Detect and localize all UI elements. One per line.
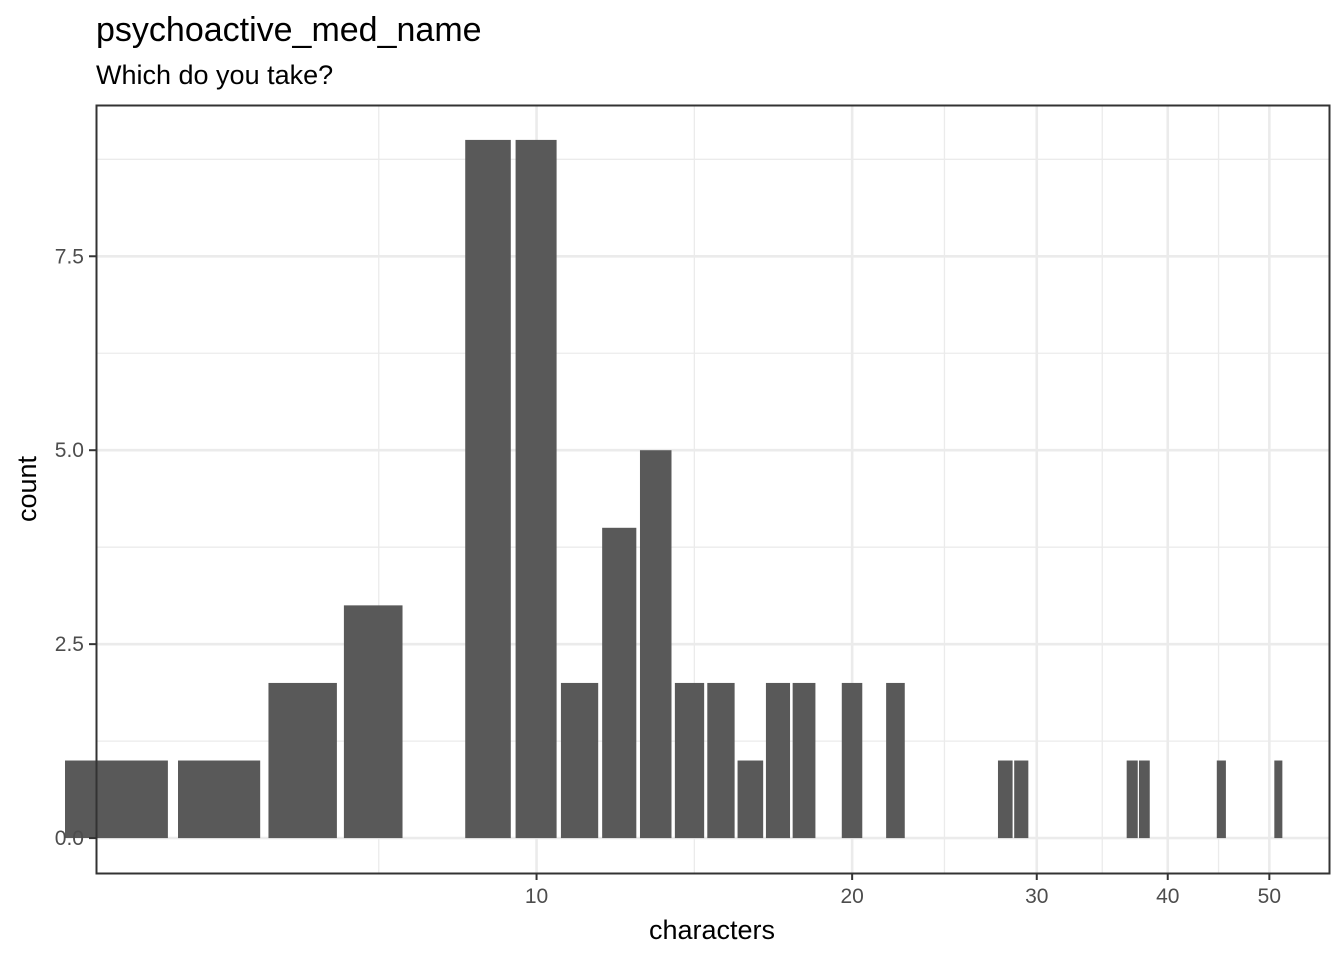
bar [343,605,403,839]
y-axis-title: count [12,455,42,522]
x-axis-title: characters [649,915,775,945]
bar [765,682,791,839]
bar [1216,760,1226,839]
bar [560,682,599,839]
bar [1126,760,1138,839]
bar [465,139,511,839]
x-tick-label: 30 [1025,885,1048,908]
bar [674,682,705,839]
y-axis: 0.0 2.5 5.0 7.5 [55,245,96,850]
y-tick-label: 2.5 [55,633,84,656]
x-tick-label: 40 [1156,885,1179,908]
bar [639,450,672,839]
bar [792,682,816,839]
y-tick-label: 0.0 [55,827,84,850]
y-tick-label: 5.0 [55,439,84,462]
bar [1138,760,1150,839]
bar [997,760,1013,839]
bar [886,682,905,839]
bar [602,527,637,839]
bar [65,760,168,839]
bar [178,760,261,839]
bar [515,139,557,839]
x-tick-label: 50 [1258,885,1281,908]
bars [65,139,1283,839]
x-tick-label: 10 [525,885,548,908]
bar [1014,760,1029,839]
panel-border [95,104,1331,875]
chart-subtitle: Which do you take? [96,60,333,90]
bar [737,760,764,839]
bar [268,682,337,839]
bar [1274,760,1283,839]
chart-title: psychoactive_med_name [96,11,482,49]
y-tick-label: 7.5 [55,245,84,268]
bar [841,682,863,839]
x-axis: 10 20 30 40 50 [525,873,1281,908]
bar [707,682,735,839]
x-tick-label: 20 [840,885,863,908]
